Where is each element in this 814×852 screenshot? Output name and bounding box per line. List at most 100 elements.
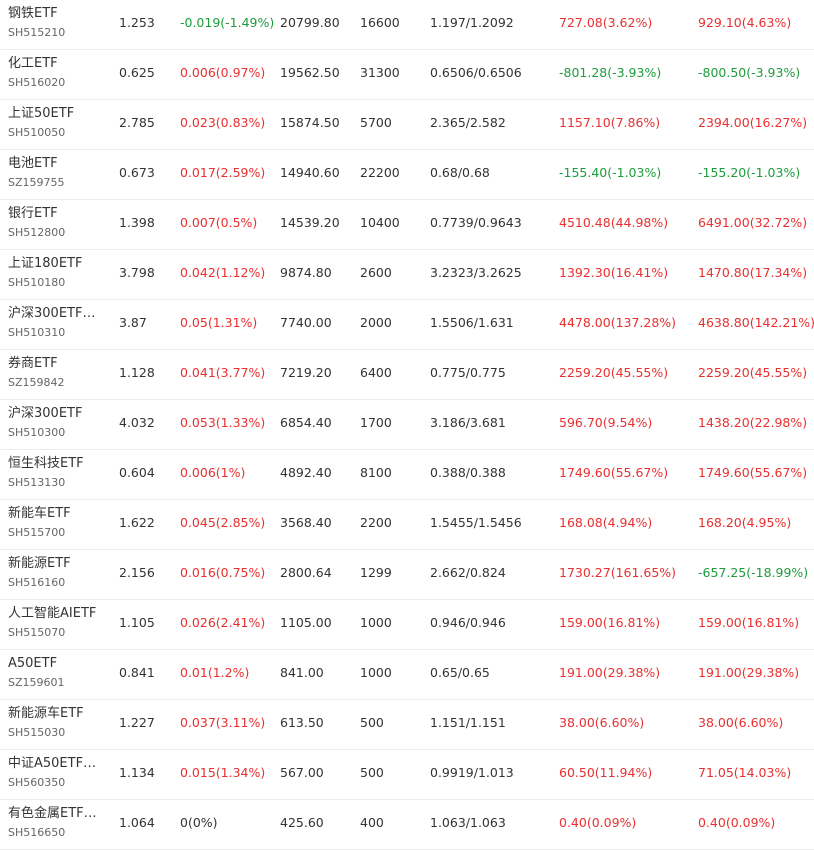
market-value: 841.00 (280, 665, 324, 680)
market-value: 567.00 (280, 765, 324, 780)
fund-name[interactable]: 券商ETF (8, 356, 58, 371)
holding-quantity: 16600 (360, 15, 400, 30)
fund-name[interactable]: 上证50ETF (8, 106, 75, 121)
holding-quantity: 400 (360, 815, 384, 830)
fund-code: SH515030 (8, 726, 66, 739)
daily-change: 0.053(1.33%) (180, 415, 266, 430)
daily-change: 0(0%) (180, 815, 218, 830)
fund-name[interactable]: 中证A50ETF… (8, 756, 97, 771)
fund-name[interactable]: 新能源车ETF (8, 706, 84, 721)
fund-code: SZ159842 (8, 376, 65, 389)
market-value: 19562.50 (280, 65, 340, 80)
total-pnl: 159.00(16.81%) (698, 615, 800, 630)
total-pnl: 71.05(14.03%) (698, 765, 792, 780)
total-pnl: -155.20(-1.03%) (698, 165, 801, 180)
market-value: 14539.20 (280, 215, 340, 230)
current-price: 1.227 (119, 715, 155, 730)
fund-name[interactable]: A50ETF (8, 656, 58, 671)
table-row[interactable]: 钢铁ETF SH515210 1.253 -0.019(-1.49%) 2079… (0, 0, 814, 50)
market-value: 9874.80 (280, 265, 332, 280)
cost-price: 3.186/3.681 (430, 415, 506, 430)
fund-name[interactable]: 钢铁ETF (8, 6, 58, 21)
table-row[interactable]: 券商ETF SZ159842 1.128 0.041(3.77%) 7219.2… (0, 350, 814, 400)
fund-name-cell: 中证A50ETF… SH560350 (8, 755, 108, 790)
total-pnl: 0.40(0.09%) (698, 815, 776, 830)
position-pnl: 2259.20(45.55%) (559, 365, 669, 380)
fund-name[interactable]: 有色金属ETF… (8, 806, 97, 821)
table-row[interactable]: 中证A50ETF… SH560350 1.134 0.015(1.34%) 56… (0, 750, 814, 800)
table-row[interactable]: 恒生科技ETF SH513130 0.604 0.006(1%) 4892.40… (0, 450, 814, 500)
cost-price: 1.5506/1.631 (430, 315, 514, 330)
holding-quantity: 31300 (360, 65, 400, 80)
table-row[interactable]: 银行ETF SH512800 1.398 0.007(0.5%) 14539.2… (0, 200, 814, 250)
cost-price: 2.662/0.824 (430, 565, 506, 580)
cost-price: 0.65/0.65 (430, 665, 490, 680)
fund-name-cell: 钢铁ETF SH515210 (8, 5, 108, 40)
table-row[interactable]: 有色金属ETF… SH516650 1.064 0(0%) 425.60 400… (0, 800, 814, 850)
fund-name[interactable]: 上证180ETF (8, 256, 83, 271)
fund-name[interactable]: 人工智能AIETF (8, 606, 97, 621)
table-row[interactable]: 沪深300ETF… SH510310 3.87 0.05(1.31%) 7740… (0, 300, 814, 350)
holding-quantity: 2600 (360, 265, 392, 280)
table-row[interactable]: 上证50ETF SH510050 2.785 0.023(0.83%) 1587… (0, 100, 814, 150)
table-row[interactable]: 人工智能AIETF SH515070 1.105 0.026(2.41%) 11… (0, 600, 814, 650)
table-row[interactable]: 沪深300ETF SH510300 4.032 0.053(1.33%) 685… (0, 400, 814, 450)
position-pnl: 1392.30(16.41%) (559, 265, 669, 280)
holding-quantity: 6400 (360, 365, 392, 380)
fund-name[interactable]: 恒生科技ETF (8, 456, 84, 471)
total-pnl: -657.25(-18.99%) (698, 565, 809, 580)
fund-name-cell: 上证50ETF SH510050 (8, 105, 108, 140)
table-row[interactable]: A50ETF SZ159601 0.841 0.01(1.2%) 841.00 … (0, 650, 814, 700)
market-value: 4892.40 (280, 465, 332, 480)
position-pnl: -155.40(-1.03%) (559, 165, 662, 180)
fund-code: SH516160 (8, 576, 66, 589)
fund-name[interactable]: 银行ETF (8, 206, 58, 221)
current-price: 0.841 (119, 665, 155, 680)
position-pnl: 596.70(9.54%) (559, 415, 653, 430)
cost-price: 0.68/0.68 (430, 165, 490, 180)
fund-name-cell: 银行ETF SH512800 (8, 205, 108, 240)
current-price: 2.156 (119, 565, 155, 580)
fund-name[interactable]: 电池ETF (8, 156, 58, 171)
fund-name-cell: 恒生科技ETF SH513130 (8, 455, 108, 490)
daily-change: 0.016(0.75%) (180, 565, 266, 580)
fund-name-cell: 新能车ETF SH515700 (8, 505, 108, 540)
cost-price: 1.063/1.063 (430, 815, 506, 830)
current-price: 4.032 (119, 415, 155, 430)
market-value: 6854.40 (280, 415, 332, 430)
table-row[interactable]: 化工ETF SH516020 0.625 0.006(0.97%) 19562.… (0, 50, 814, 100)
market-value: 20799.80 (280, 15, 340, 30)
total-pnl: 929.10(4.63%) (698, 15, 792, 30)
fund-name[interactable]: 新能源ETF (8, 556, 71, 571)
fund-name-cell: 沪深300ETF… SH510310 (8, 305, 108, 340)
table-row[interactable]: 新能源车ETF SH515030 1.227 0.037(3.11%) 613.… (0, 700, 814, 750)
cost-price: 1.197/1.2092 (430, 15, 514, 30)
fund-name[interactable]: 新能车ETF (8, 506, 71, 521)
fund-name[interactable]: 化工ETF (8, 56, 58, 71)
daily-change: 0.006(0.97%) (180, 65, 266, 80)
total-pnl: 1438.20(22.98%) (698, 415, 808, 430)
current-price: 1.128 (119, 365, 155, 380)
fund-name-cell: A50ETF SZ159601 (8, 655, 108, 690)
table-row[interactable]: 电池ETF SZ159755 0.673 0.017(2.59%) 14940.… (0, 150, 814, 200)
cost-price: 0.6506/0.6506 (430, 65, 522, 80)
fund-code: SH560350 (8, 776, 66, 789)
table-row[interactable]: 上证180ETF SH510180 3.798 0.042(1.12%) 987… (0, 250, 814, 300)
holding-quantity: 22200 (360, 165, 400, 180)
position-pnl: 168.08(4.94%) (559, 515, 653, 530)
daily-change: -0.019(-1.49%) (180, 15, 275, 30)
fund-name[interactable]: 沪深300ETF (8, 406, 83, 421)
cost-price: 0.775/0.775 (430, 365, 506, 380)
daily-change: 0.017(2.59%) (180, 165, 266, 180)
holding-quantity: 2000 (360, 315, 392, 330)
fund-code: SH510050 (8, 126, 66, 139)
total-pnl: 2259.20(45.55%) (698, 365, 808, 380)
holding-quantity: 8100 (360, 465, 392, 480)
table-row[interactable]: 新能车ETF SH515700 1.622 0.045(2.85%) 3568.… (0, 500, 814, 550)
daily-change: 0.05(1.31%) (180, 315, 258, 330)
table-row[interactable]: 新能源ETF SH516160 2.156 0.016(0.75%) 2800.… (0, 550, 814, 600)
position-pnl: 727.08(3.62%) (559, 15, 653, 30)
fund-code: SZ159601 (8, 676, 65, 689)
fund-name[interactable]: 沪深300ETF… (8, 306, 96, 321)
